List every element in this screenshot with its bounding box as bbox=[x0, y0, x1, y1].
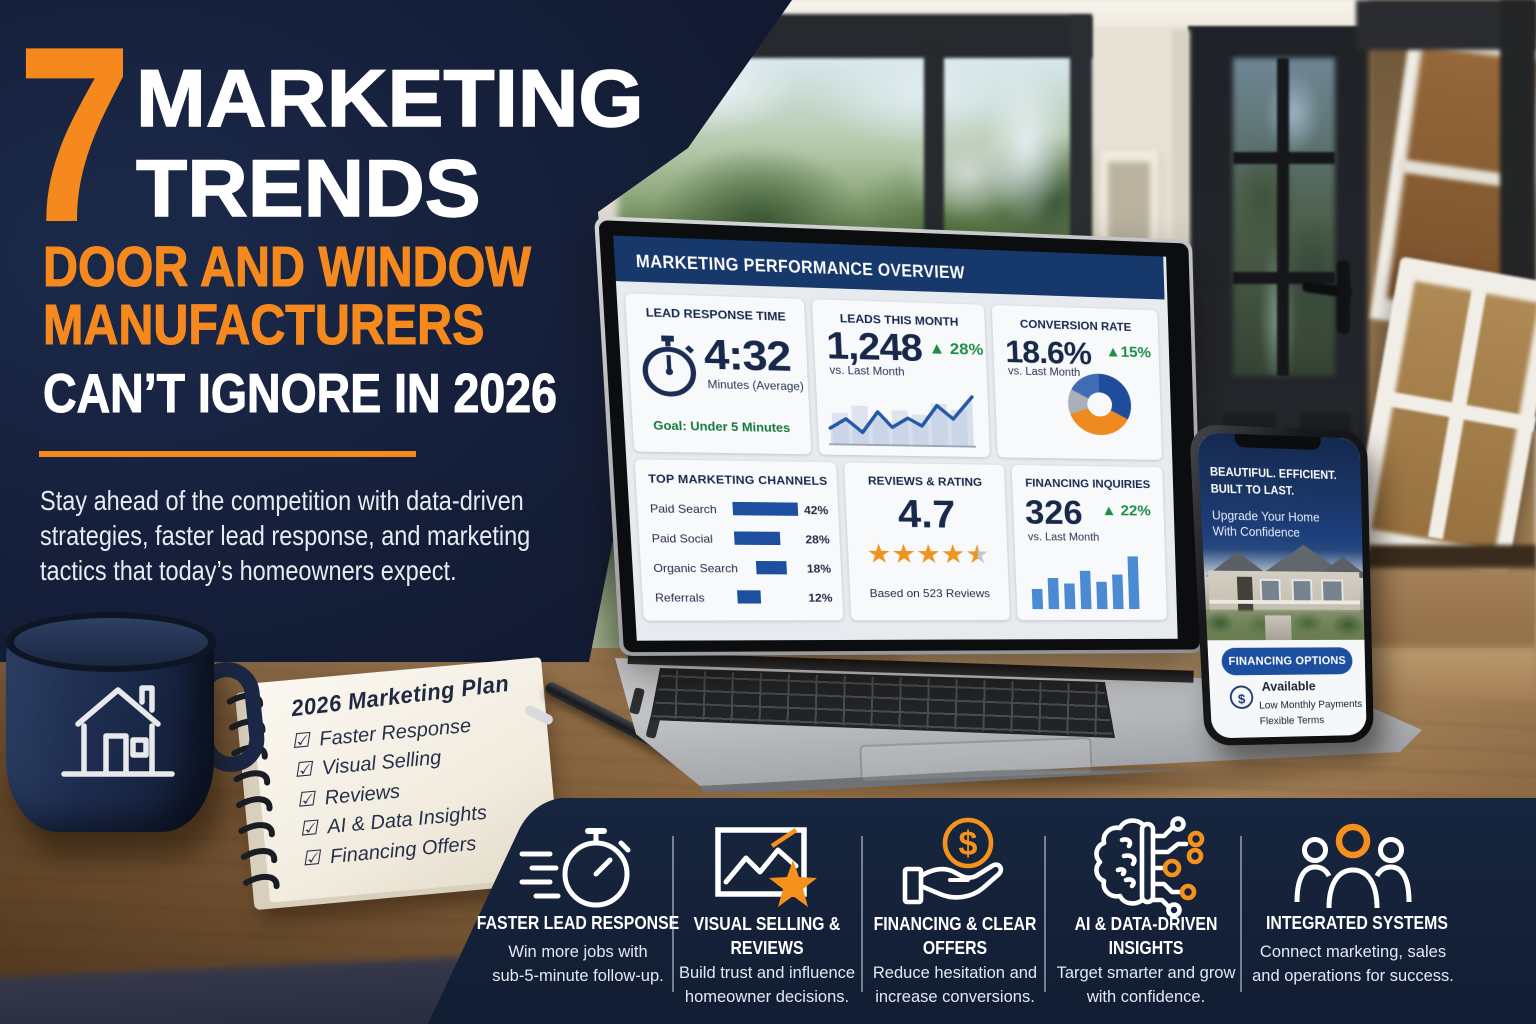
svg-text:$: $ bbox=[959, 825, 978, 863]
